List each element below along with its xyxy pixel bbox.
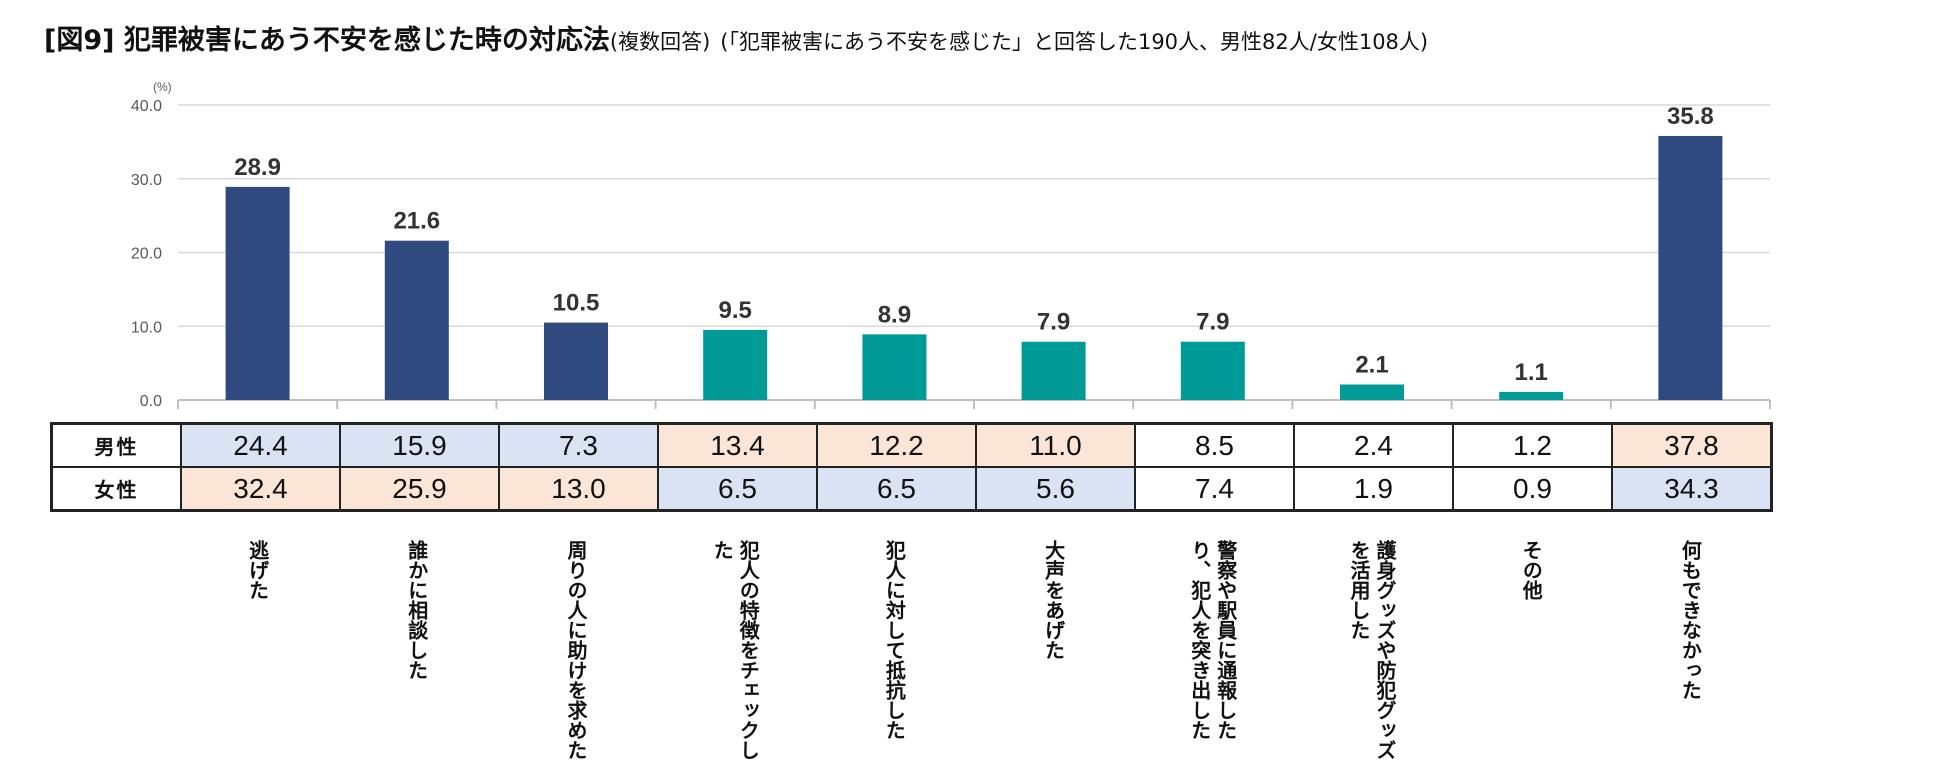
category-label: 犯人に対して抵抗した [882,540,907,740]
table-cell: 12.2 [816,422,977,468]
row-label: 男性 [50,422,182,468]
y-tick-label: 20.0 [131,246,162,263]
table-cell: 11.0 [975,422,1136,468]
bar-chart: 0.0 10.0 20.0 30.0 40.0 (%) 28.9 21.6 10.5 9.5 8.9… [131,80,1771,410]
category-label: 護身グッズや防犯グッズを活用した [1347,540,1397,760]
chart-title: [図9] 犯罪被害にあう不安を感じた時の対応法(複数回答) (「犯罪被害にあう不安… [44,18,1428,57]
bar [862,334,927,400]
table-cell: 0.9 [1452,466,1613,512]
bar [1180,341,1245,400]
bar [1340,384,1404,400]
bar-value-label: 7.9 [1037,309,1070,336]
category-label: その他 [1519,540,1544,600]
y-unit-label: (%) [153,80,172,94]
table-cell: 15.9 [339,422,500,468]
title-note: (「犯罪被害にあう不安を感じた」と回答した190人、男性82人/女性108人) [720,30,1429,54]
bar [1658,135,1723,400]
table-cell: 1.9 [1293,466,1454,512]
bar [225,186,290,400]
table-cell: 6.5 [657,466,818,512]
category-labels: 逃げた 誰かに相談した 周りの人に助けを求めた 犯人の特徴をチェックした 犯人に対して抵… [0,540,1950,780]
bar-value-label: 9.5 [719,297,752,324]
category-label: 逃げた [245,540,270,600]
table-cell: 13.0 [498,466,659,512]
bar-value-label: 10.5 [553,290,600,317]
bar [703,329,768,400]
category-label: 周りの人に助けを求めた [564,540,588,760]
bar-value-label: 28.9 [234,154,281,181]
category-label: 何もできなかった [1678,540,1703,700]
bar-value-label: 8.9 [878,301,911,328]
table-cell: 34.3 [1611,466,1773,512]
category-label: 犯人の特徴をチェックした [710,540,761,760]
table-cell: 24.4 [180,422,341,468]
title-main: [図9] 犯罪被害にあう不安を感じた時の対応法 [44,25,610,56]
bar-value-label: 2.1 [1355,352,1388,379]
bar-value-label: 7.9 [1196,309,1229,336]
table-cell: 7.4 [1134,466,1295,512]
y-tick-label: 40.0 [131,98,162,115]
bar-value-label: 35.8 [1667,103,1714,130]
table-cell: 37.8 [1611,422,1773,468]
title-subtitle: (複数回答) [609,30,711,54]
table-cell: 1.2 [1452,422,1613,468]
bar [544,322,608,400]
table-cell: 5.6 [975,466,1136,512]
bar [384,240,449,400]
table-row: 男性 24.4 15.9 7.3 13.4 12.2 11.0 8.5 2.4 1.2 37.8 [50,422,1773,468]
bar-value-label: 21.6 [393,208,440,235]
table-row: 女性 32.4 25.9 13.0 6.5 6.5 5.6 7.4 1.9 0.9 34.3 [50,466,1773,512]
row-label: 女性 [50,466,182,512]
table-cell: 7.3 [498,422,659,468]
category-label: 大声をあげた [1041,540,1066,660]
table-cell: 32.4 [180,466,341,512]
table-cell: 2.4 [1293,422,1454,468]
category-label: 誰かに相談した [404,540,429,680]
table-cell: 25.9 [339,466,500,512]
bar-value-label: 1.1 [1515,359,1548,386]
table-cell: 6.5 [816,466,977,512]
table-cell: 8.5 [1134,422,1295,468]
y-tick-label: 30.0 [131,172,162,189]
bar [1499,391,1564,400]
gender-breakdown-table: 男性 24.4 15.9 7.3 13.4 12.2 11.0 8.5 2.4 1.2 37.8 女性… [50,422,1773,512]
y-tick-label: 10.0 [131,319,162,336]
category-label: 警察や駅員に通報したり、犯人を突き出した [1187,540,1238,740]
bar [1021,341,1086,400]
y-tick-label: 0.0 [140,393,162,410]
table-cell: 13.4 [657,422,818,468]
